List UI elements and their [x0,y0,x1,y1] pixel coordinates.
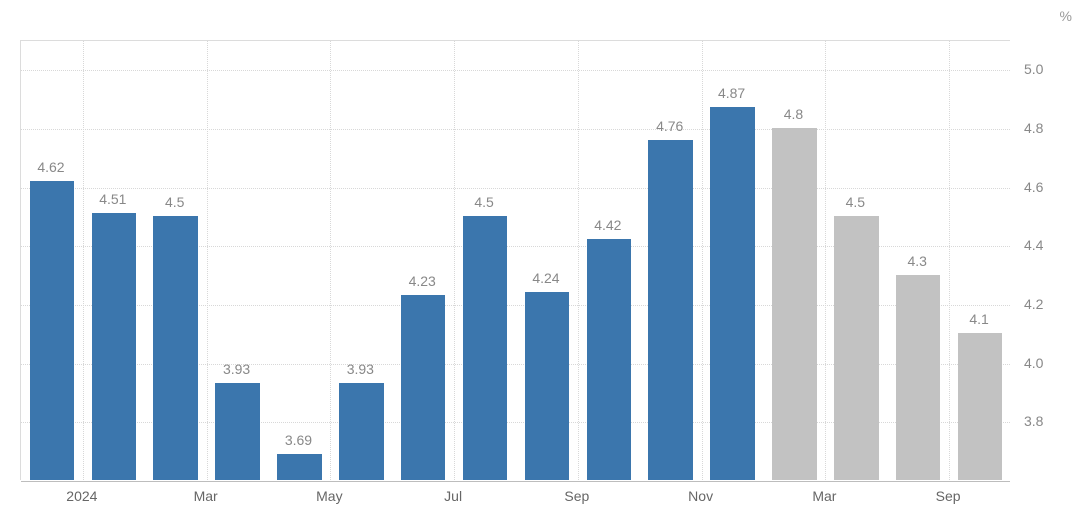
bar [339,383,384,480]
bar-value-label: 3.93 [347,361,374,377]
bar [834,216,879,480]
bar [463,216,508,480]
bar [215,383,260,480]
bar [772,128,817,480]
y-axis-tick: 4.4 [1024,237,1043,253]
y-axis-unit: % [1060,8,1072,24]
gridline-h [21,70,1010,71]
bar [277,454,322,480]
bar [896,275,941,480]
y-axis-tick: 4.0 [1024,355,1043,371]
bar [401,295,446,480]
y-axis-tick: 4.6 [1024,179,1043,195]
bar [958,333,1003,480]
x-axis-tick: Mar [194,488,218,504]
gridline-v [578,41,579,480]
x-axis-tick: Nov [688,488,713,504]
bar-value-label: 3.93 [223,361,250,377]
gridline-h [21,188,1010,189]
x-axis-tick: Mar [812,488,836,504]
bar-value-label: 4.1 [969,311,988,327]
bar [587,239,632,480]
y-axis-tick: 4.2 [1024,296,1043,312]
y-axis-tick: 5.0 [1024,61,1043,77]
plot-area [20,40,1010,480]
y-axis-tick: 3.8 [1024,413,1043,429]
gridline-v [949,41,950,480]
bar [153,216,198,480]
bar-value-label: 4.23 [409,273,436,289]
bar-value-label: 4.42 [594,217,621,233]
bar-value-label: 4.5 [846,194,865,210]
bar [92,213,137,480]
bar [30,181,75,480]
bar-value-label: 4.3 [907,253,926,269]
gridline-v [207,41,208,480]
x-axis-tick: May [316,488,342,504]
bar [710,107,755,480]
gridline-v [702,41,703,480]
gridline-h [21,129,1010,130]
bar-value-label: 4.76 [656,118,683,134]
bar [525,292,570,480]
x-axis-tick: Sep [564,488,589,504]
x-axis-tick: Sep [936,488,961,504]
bar-value-label: 4.5 [474,194,493,210]
bar-value-label: 4.87 [718,85,745,101]
y-axis-tick: 4.8 [1024,120,1043,136]
bar-value-label: 4.24 [532,270,559,286]
gridline-v [454,41,455,480]
x-axis-tick: 2024 [66,488,97,504]
x-axis-tick: Jul [444,488,462,504]
bar [648,140,693,480]
bar-value-label: 4.51 [99,191,126,207]
bar-value-label: 4.5 [165,194,184,210]
bar-value-label: 3.69 [285,432,312,448]
gridline-v [330,41,331,480]
bar-value-label: 4.62 [37,159,64,175]
bar-chart: % 3.8 4.0 4.2 4.4 4.6 4.8 5.0 2024 Mar May Jul Sep N… [0,0,1084,532]
gridline-v [83,41,84,480]
gridline-v [825,41,826,480]
x-axis-baseline [21,481,1010,482]
bar-value-label: 4.8 [784,106,803,122]
